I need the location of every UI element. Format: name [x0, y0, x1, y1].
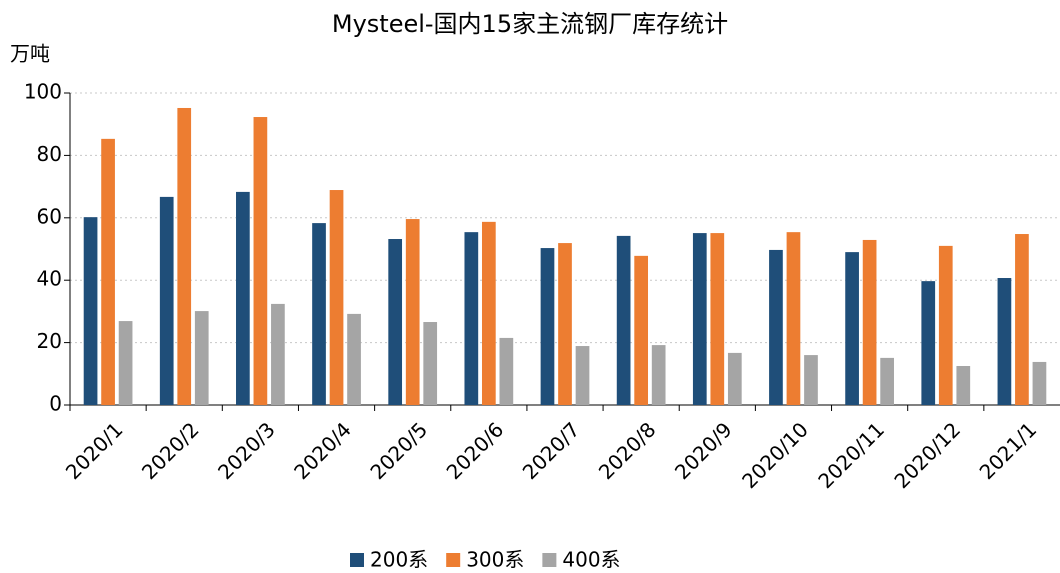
y-axis-label: 万吨	[10, 42, 50, 66]
bar	[956, 366, 971, 405]
bar	[769, 249, 783, 405]
bar	[312, 223, 326, 405]
x-tick-label: 2020/11	[813, 417, 889, 493]
bar	[880, 357, 894, 405]
bar	[83, 217, 98, 405]
x-tick-label: 2020/5	[365, 417, 432, 484]
legend-swatch	[542, 553, 557, 567]
bar	[481, 221, 496, 405]
bar	[118, 321, 133, 405]
bar	[388, 239, 403, 405]
y-tick-label: 100	[24, 80, 62, 104]
y-tick-label: 60	[37, 204, 62, 228]
bar	[405, 219, 420, 405]
bar	[464, 232, 479, 405]
y-tick-label: 0	[49, 392, 62, 416]
bar	[727, 352, 742, 405]
legend-label: 400系	[562, 548, 620, 572]
bar	[692, 233, 707, 405]
bar	[347, 313, 361, 405]
x-tick-label: 2021/1	[975, 417, 1042, 484]
x-tick-label: 2020/8	[594, 417, 661, 484]
y-tick-label: 80	[37, 142, 62, 166]
bar	[101, 138, 115, 405]
bar	[540, 248, 555, 405]
bar	[1015, 234, 1029, 405]
bar	[804, 355, 818, 405]
bar	[1032, 361, 1047, 405]
x-tick-label: 2020/4	[289, 417, 356, 484]
x-tick-label: 2020/6	[442, 417, 509, 484]
bar	[177, 107, 192, 405]
y-tick-label: 40	[37, 267, 62, 291]
bar	[423, 322, 438, 405]
legend-swatch	[446, 553, 461, 567]
bar	[271, 303, 285, 405]
bar	[651, 345, 666, 405]
x-tick-label: 2020/10	[737, 417, 813, 493]
bar	[575, 346, 590, 405]
bar	[845, 252, 859, 405]
x-tick-label: 2020/7	[518, 417, 585, 484]
bar	[558, 243, 572, 405]
legend-swatch	[350, 553, 364, 567]
chart-title: Mysteel-国内15家主流钢厂库存统计	[332, 10, 728, 38]
bar	[786, 232, 801, 405]
bar	[921, 281, 936, 405]
bar	[236, 191, 250, 405]
bar	[997, 278, 1012, 405]
y-tick-label: 20	[37, 329, 62, 353]
x-tick-label: 2020/2	[137, 417, 204, 484]
x-tick-label: 2020/9	[670, 417, 737, 484]
bar	[329, 190, 344, 405]
bar	[253, 117, 268, 406]
bar	[710, 233, 725, 405]
legend-label: 200系	[370, 548, 428, 572]
bar	[194, 311, 209, 405]
bar	[862, 239, 877, 405]
legend-label: 300系	[466, 548, 524, 572]
bar	[634, 255, 649, 405]
bar	[616, 235, 631, 405]
bar	[499, 337, 514, 405]
x-tick-label: 2020/1	[61, 417, 128, 484]
bar	[159, 196, 174, 405]
x-tick-label: 2020/12	[889, 417, 965, 493]
x-tick-label: 2020/3	[213, 417, 280, 484]
bar	[938, 245, 953, 405]
